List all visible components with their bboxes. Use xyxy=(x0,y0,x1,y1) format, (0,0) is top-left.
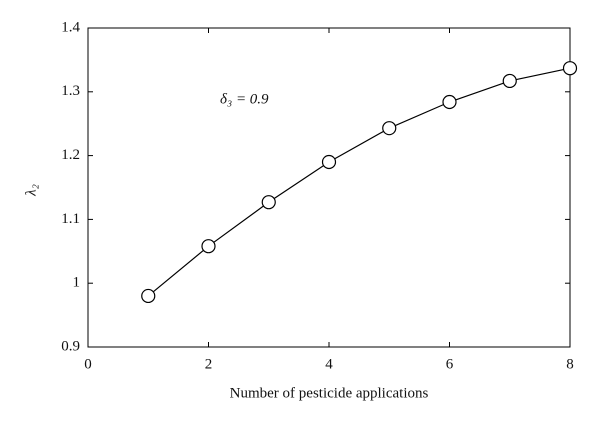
marker xyxy=(562,61,578,76)
y-axis-label: λ₂ xyxy=(23,184,39,197)
y-tick-label: 1.1 xyxy=(61,211,80,227)
y-tick-label: 1.2 xyxy=(61,147,80,163)
x-tick-label: 6 xyxy=(446,356,454,372)
marker xyxy=(321,154,337,170)
x-tick-label: 2 xyxy=(205,356,213,372)
marker xyxy=(201,239,216,254)
y-tick-label: 1.4 xyxy=(61,19,80,35)
marker xyxy=(141,288,156,304)
marker xyxy=(442,94,457,110)
plot-frame xyxy=(87,27,571,348)
annotation: δ₃ = 0.9 xyxy=(220,91,269,107)
x-tick-label: 4 xyxy=(325,356,333,372)
y-tick-label: 1.3 xyxy=(61,83,80,99)
marker xyxy=(382,121,397,136)
line xyxy=(147,67,571,297)
y-tick-label: 1 xyxy=(73,275,81,291)
x-tick-label: 0 xyxy=(84,356,92,372)
marker xyxy=(502,73,517,89)
y-tick-label: 0.9 xyxy=(61,338,80,354)
x-tick-label: 8 xyxy=(566,356,574,372)
marker xyxy=(261,195,276,210)
x-axis-label: Number of pesticide applications xyxy=(230,385,429,401)
